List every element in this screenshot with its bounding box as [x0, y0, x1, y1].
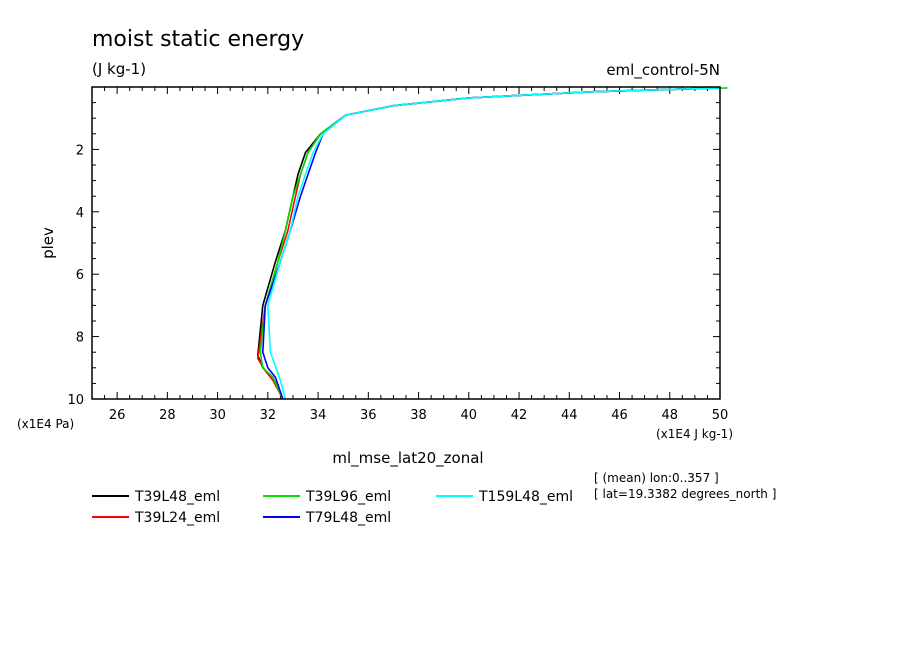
series-lines	[256, 87, 728, 400]
x-tick-label: 36	[360, 408, 377, 423]
x-tick-label: 38	[410, 408, 427, 423]
legend-label: T79L48_eml	[305, 510, 391, 526]
y-exponent-label: (x1E4 Pa)	[17, 417, 74, 431]
legend-label: T39L24_eml	[134, 510, 220, 526]
y-tick-label: 8	[76, 331, 84, 346]
x-tick-label: 34	[310, 408, 327, 423]
y-tick-label: 6	[76, 268, 84, 283]
y-tick-label: 10	[67, 393, 84, 408]
x-tick-label: 46	[611, 408, 628, 423]
y-tick-label: 2	[76, 143, 84, 158]
x-tick-label: 48	[661, 408, 678, 423]
series-line-t39l48-eml	[256, 87, 721, 400]
plot-frame	[91, 86, 721, 400]
y-axis-label: plev	[39, 227, 57, 259]
x-axis-label: ml_mse_lat20_zonal	[332, 449, 483, 468]
series-line-t39l96-eml	[259, 87, 728, 400]
series-line-t159l48-eml	[266, 87, 721, 400]
series-line-t79l48-eml	[261, 87, 721, 400]
x-tick-label: 40	[461, 408, 478, 423]
info-line-1: [ (mean) lon:0..357 ]	[594, 471, 719, 485]
x-tick-label: 44	[561, 408, 578, 423]
chart-title: moist static energy	[92, 27, 304, 52]
x-exponent-label: (x1E4 J kg-1)	[656, 427, 733, 441]
experiment-label: eml_control-5N	[606, 61, 720, 80]
legend-label: T39L48_eml	[134, 489, 220, 505]
y-tick-label: 4	[76, 206, 84, 221]
axis-ticks	[91, 86, 721, 400]
x-tick-label: 26	[109, 408, 126, 423]
x-tick-label: 42	[511, 408, 528, 423]
legend-label: T159L48_eml	[478, 489, 573, 505]
legend: T39L48_eml T39L24_eml T39L96_eml T79L48_eml…	[92, 489, 573, 526]
x-tick-label: 50	[712, 408, 729, 423]
x-tick-label: 32	[260, 408, 277, 423]
series-line-t39l24-eml	[256, 87, 721, 400]
x-tick-label: 28	[159, 408, 176, 423]
x-tick-label: 30	[209, 408, 226, 423]
legend-label: T39L96_eml	[305, 489, 391, 505]
chart-units: (J kg-1)	[92, 60, 146, 78]
info-line-2: [ lat=19.3382 degrees_north ]	[594, 487, 776, 501]
